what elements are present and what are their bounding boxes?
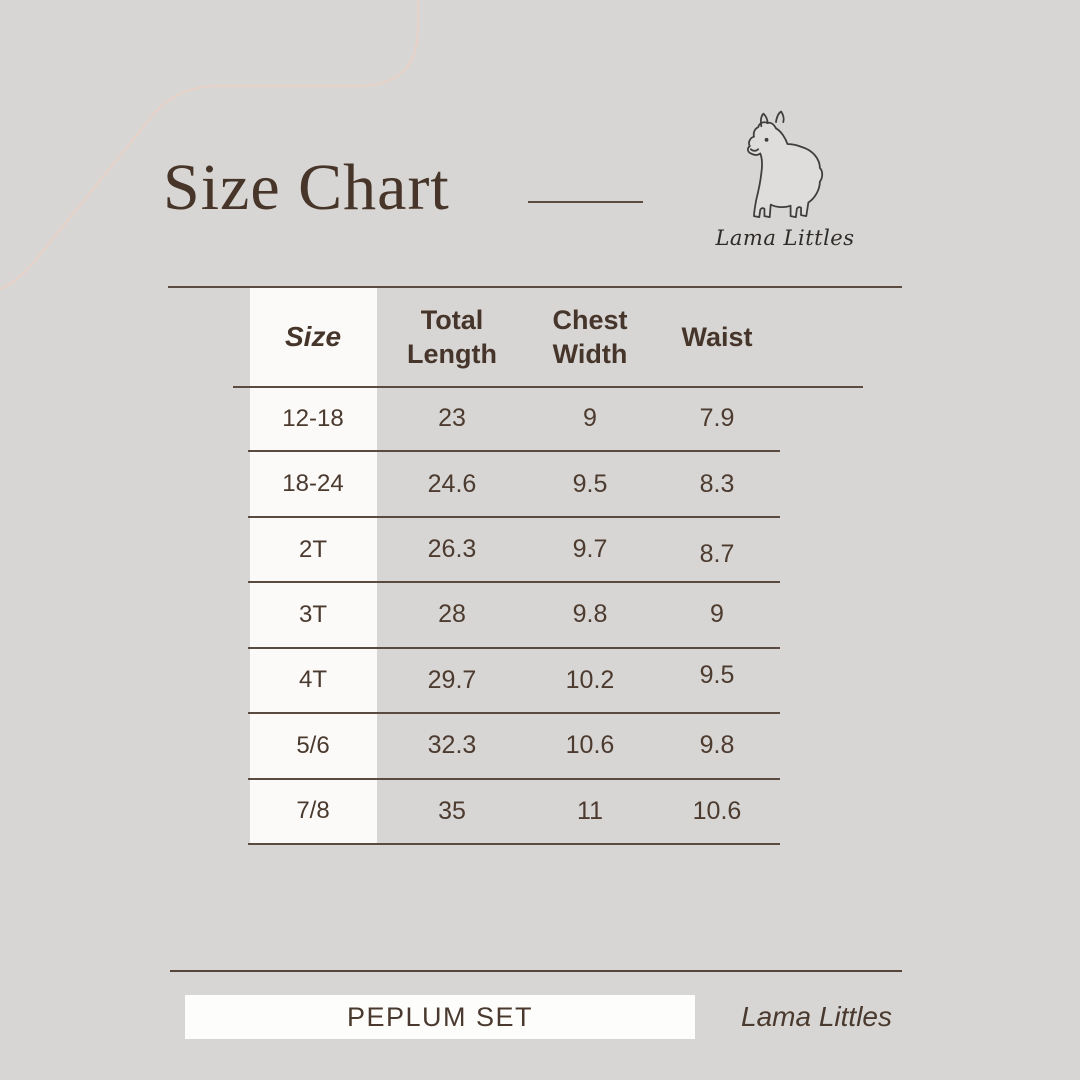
cell-value: 26.3 xyxy=(427,535,477,564)
cell-value: 9 xyxy=(710,600,724,629)
table-row: 7/8 35 11 10.6 xyxy=(248,780,780,845)
cell-value: 9.8 xyxy=(699,731,735,760)
footer-brand-name: Lama Littles xyxy=(741,1001,892,1032)
column-header-total-length: Total Length xyxy=(407,304,497,369)
table-row: 18-24 24.6 9.5 8.3 xyxy=(248,452,780,518)
header-underline-rule xyxy=(233,386,863,388)
row-size-label: 4T xyxy=(298,666,327,694)
cell-value: 8.3 xyxy=(699,469,735,498)
cell-value: 10.6 xyxy=(692,796,742,825)
row-size-label: 18-24 xyxy=(282,470,344,498)
cell-value: 9.7 xyxy=(572,535,608,564)
size-table-body: 12-18 23 9 7.9 18-24 24.6 9.5 8.3 2T 26.3 9.7 8.7 3T… xyxy=(248,387,780,845)
cell-value: 28 xyxy=(438,600,466,629)
cell-value: 32.3 xyxy=(427,731,477,760)
cell-value: 9.5 xyxy=(699,660,735,689)
column-header-waist: Waist xyxy=(681,321,753,352)
table-row: 3T 28 9.8 9 xyxy=(248,583,780,649)
row-size-label: 5/6 xyxy=(296,731,330,759)
table-row: 2T 26.3 9.7 8.7 xyxy=(248,518,780,584)
footer-rule xyxy=(170,970,902,972)
size-table-header-row: Size Total Length Chest Width Waist xyxy=(248,287,780,386)
table-row: 5/6 32.3 10.6 9.8 xyxy=(248,714,780,780)
table-top-rule xyxy=(168,286,902,288)
table-row: 4T 29.7 10.2 9.5 xyxy=(248,649,780,715)
column-header-chest-width: Chest Width xyxy=(552,304,628,369)
product-label: PEPLUM SET xyxy=(346,1001,534,1032)
table-row: 12-18 23 9 7.9 xyxy=(248,387,780,453)
logo-brand-script: Lama Littles xyxy=(715,226,855,250)
page-title: Size Chart xyxy=(163,151,450,224)
product-label-box: PEPLUM SET xyxy=(185,995,695,1039)
cell-value: 35 xyxy=(438,796,466,825)
cell-value: 9 xyxy=(583,404,597,433)
cell-value: 9.8 xyxy=(572,600,608,629)
cell-value: 23 xyxy=(438,404,466,433)
row-size-label: 7/8 xyxy=(296,797,330,825)
row-size-label: 12-18 xyxy=(282,404,344,432)
cell-value: 10.2 xyxy=(565,665,615,694)
alpaca-logo-icon xyxy=(747,110,824,219)
cell-value: 7.9 xyxy=(699,404,735,433)
cell-value: 10.6 xyxy=(565,731,615,760)
cell-value: 11 xyxy=(577,796,603,825)
title-dash-line xyxy=(528,201,643,203)
row-size-label: 3T xyxy=(298,600,327,628)
cell-value: 8.7 xyxy=(699,540,735,569)
column-header-size: Size xyxy=(284,320,342,352)
cell-value: 9.5 xyxy=(572,469,608,498)
size-column-highlight xyxy=(250,288,377,845)
cell-value: 24.6 xyxy=(427,469,477,498)
row-size-label: 2T xyxy=(298,535,327,563)
cell-value: 29.7 xyxy=(427,665,477,694)
